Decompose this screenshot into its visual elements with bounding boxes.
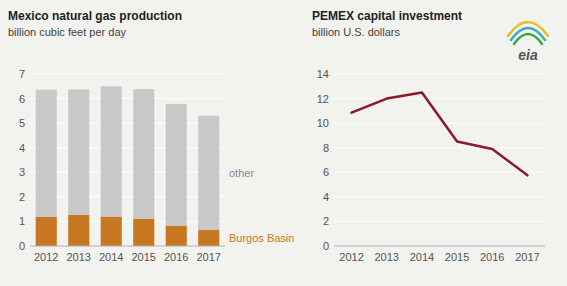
bar [68,215,89,246]
bar [166,226,187,246]
y-tick-label: 14 [317,68,329,80]
grid-line [334,172,545,173]
grid-line [334,246,545,247]
title: PEMEX capital investment [312,9,462,23]
grid-line [30,196,225,197]
bar [68,89,89,214]
x-tick-label: 2012 [339,251,363,263]
bar [36,90,57,217]
x-axis-line [30,246,225,247]
line [352,92,528,175]
series-label: other [229,167,254,179]
grid-line [30,147,225,148]
background [0,0,567,286]
annotation: eia [518,47,538,63]
grid-line [30,221,225,222]
y-tick-label: 6 [19,93,25,105]
chart-line: PEMEX capital investment billion U.S. dol… [312,9,548,263]
grid-line [334,221,545,222]
grid-line [334,74,545,75]
figure: Mexico natural gas production billion cub… [0,0,567,286]
bar [133,89,154,219]
y-tick-label: 1 [19,215,25,227]
chart-bar: Mexico natural gas production billion cub… [8,9,294,263]
x-tick-label: 2014 [99,251,123,263]
grid-line [30,172,225,173]
x-tick-label: 2016 [480,251,504,263]
bar [133,219,154,246]
series-label: Burgos Basin [229,232,294,244]
grid-line [334,123,545,124]
bar [36,217,57,246]
bar [166,104,187,226]
bar [101,217,122,246]
x-tick-label: 2013 [67,251,91,263]
y-tick-label: 3 [19,166,25,178]
grid-line [30,123,225,124]
plot-area [352,92,528,175]
x-tick-label: 2013 [375,251,399,263]
x-axis-line [334,246,545,247]
grid-line [334,147,545,148]
grid-line [30,74,225,75]
grid-line [30,98,225,99]
grid-line [334,98,545,99]
bar [198,116,219,230]
y-tick-label: 2 [323,215,329,227]
y-tick-label: 4 [323,191,329,203]
y-tick-label: 0 [323,240,329,252]
bar [198,230,219,246]
x-tick-label: 2017 [197,251,221,263]
y-tick-label: 4 [19,142,25,154]
y-tick-label: 12 [317,93,329,105]
bar [101,86,122,216]
y-tick-label: 7 [19,68,25,80]
y-tick-label: 5 [19,117,25,129]
x-tick-label: 2014 [410,251,434,263]
x-tick-label: 2015 [445,251,469,263]
y-tick-label: 10 [317,117,329,129]
plot-area [36,86,220,246]
x-tick-label: 2017 [515,251,539,263]
subtitle: billion U.S. dollars [312,26,401,38]
subtitle: billion cubic feet per day [8,26,127,38]
y-tick-label: 6 [323,166,329,178]
logo-swoosh [514,34,542,44]
x-tick-label: 2012 [34,251,58,263]
logo: eia [508,22,548,63]
y-tick-label: 8 [323,142,329,154]
title: Mexico natural gas production [8,9,182,23]
x-tick-label: 2015 [132,251,156,263]
y-tick-label: 2 [19,191,25,203]
grid-line [30,246,225,247]
y-tick-label: 0 [19,240,25,252]
grid-line [334,196,545,197]
x-tick-label: 2016 [164,251,188,263]
